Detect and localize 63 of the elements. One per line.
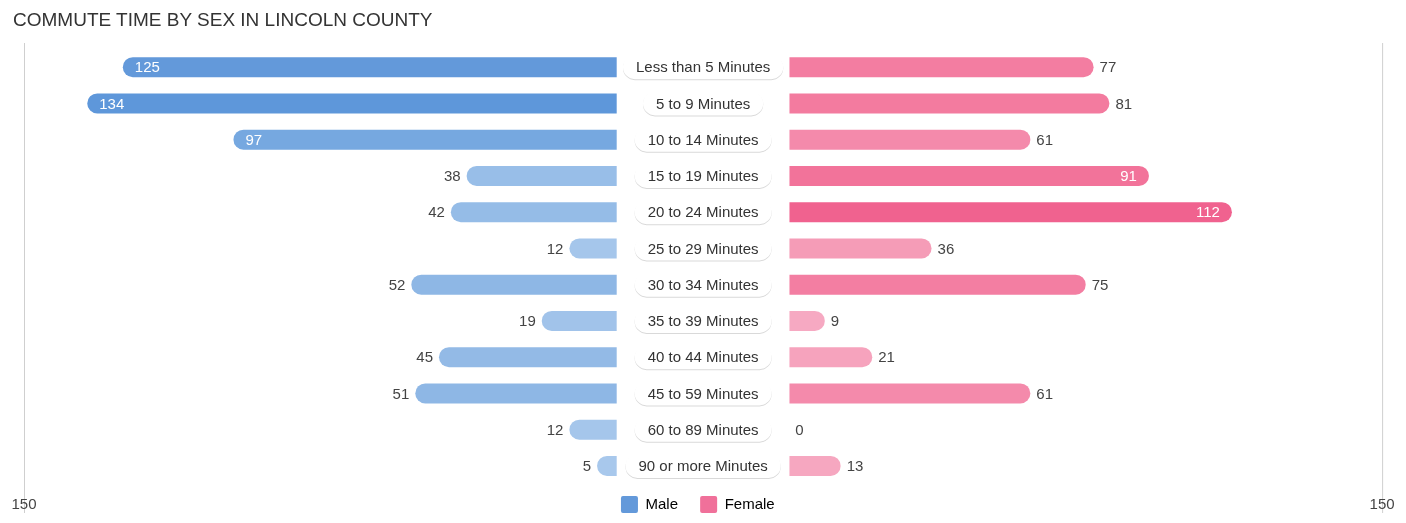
y-tick-label: 5 to 9 Minutes	[655, 94, 751, 112]
y-tick-label: 20 to 24 Minutes	[647, 203, 759, 221]
bar	[415, 383, 617, 404]
y-tick-label: 40 to 44 Minutes	[647, 348, 759, 366]
data-label: 97	[245, 130, 263, 148]
y-tick-label: 90 or more Minutes	[638, 457, 768, 475]
data-label: 134	[99, 94, 125, 112]
data-label: 125	[134, 58, 160, 76]
data-label: 21	[878, 348, 895, 366]
y-tick-label: 45 to 59 Minutes	[647, 384, 759, 402]
y-tick-label: 30 to 34 Minutes	[647, 275, 759, 293]
data-label: 12	[546, 420, 564, 438]
data-label: 61	[1036, 130, 1053, 148]
data-label: 13	[846, 457, 864, 475]
y-tick-label: 60 to 89 Minutes	[647, 420, 759, 438]
chart-title: COMMUTE TIME BY SEX IN LINCOLN COUNTY	[13, 9, 433, 31]
bar	[789, 238, 932, 259]
data-label: 81	[1115, 94, 1132, 112]
data-label: 5	[582, 457, 592, 475]
bar	[789, 202, 1232, 223]
y-tick-label: Less than 5 Minutes	[635, 58, 771, 76]
bar	[466, 165, 617, 186]
bar	[789, 129, 1031, 150]
data-label: 0	[795, 420, 804, 438]
data-label: 42	[428, 203, 445, 221]
bar	[789, 310, 825, 331]
data-label: 52	[388, 275, 406, 293]
y-tick-label: 25 to 29 Minutes	[647, 239, 759, 257]
data-label: 19	[519, 312, 536, 330]
data-label: 38	[443, 167, 461, 185]
bar	[569, 419, 617, 440]
y-tick-label: 35 to 39 Minutes	[647, 312, 759, 330]
data-label: 36	[937, 239, 955, 257]
bar	[411, 274, 617, 295]
bar	[789, 383, 1031, 404]
data-label: 45	[416, 348, 433, 366]
bar	[541, 310, 617, 331]
data-label: 61	[1036, 384, 1053, 402]
legend-label: Female	[724, 494, 775, 512]
data-label: 75	[1091, 275, 1109, 293]
y-tick-label: 10 to 14 Minutes	[647, 130, 759, 148]
x-tick-label: 150	[11, 494, 37, 512]
data-label: 51	[392, 384, 410, 402]
data-label: 9	[830, 312, 840, 330]
bar	[789, 165, 1149, 186]
bar	[789, 57, 1094, 78]
data-label: 91	[1120, 167, 1137, 185]
y-tick-label: 15 to 19 Minutes	[647, 167, 759, 185]
x-tick-label: 150	[1369, 494, 1395, 512]
bar	[789, 455, 841, 476]
data-label: 112	[1195, 203, 1220, 221]
data-label: 12	[546, 239, 564, 257]
bar	[450, 202, 617, 223]
bar	[789, 347, 873, 368]
bar	[438, 347, 617, 368]
bar	[569, 238, 617, 259]
data-label: 77	[1099, 58, 1117, 76]
legend-label: Male	[645, 494, 678, 512]
bar	[789, 274, 1086, 295]
bar	[233, 129, 617, 150]
bar	[87, 93, 617, 114]
bar	[122, 57, 617, 78]
bar	[789, 93, 1110, 114]
